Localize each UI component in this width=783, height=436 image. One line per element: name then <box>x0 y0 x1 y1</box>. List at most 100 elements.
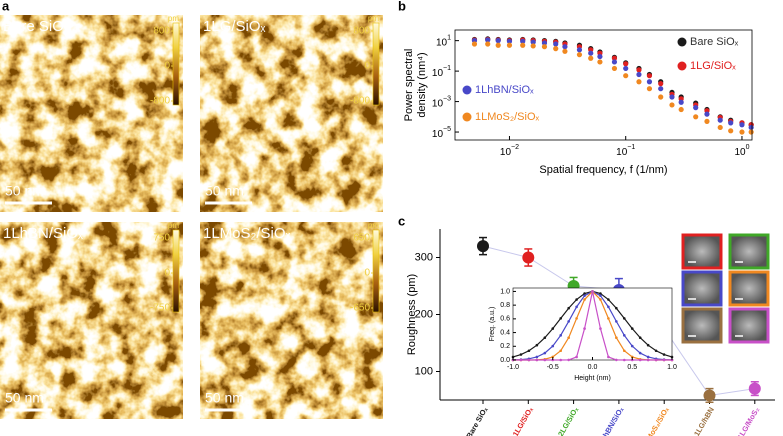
distribution-point <box>583 327 586 330</box>
distribution-point <box>615 358 618 362</box>
psd-point <box>658 86 664 92</box>
image-label: Bare SiOₓ <box>3 18 69 35</box>
distribution-point <box>535 355 539 359</box>
inset-background <box>512 287 673 361</box>
distribution-point <box>543 351 547 355</box>
psd-point <box>530 39 536 45</box>
distribution-point <box>630 344 634 348</box>
distribution-point <box>599 294 602 297</box>
psd-point <box>693 114 699 120</box>
psd-point <box>636 79 642 85</box>
psd-point <box>658 94 664 100</box>
distribution-point <box>623 317 626 320</box>
distribution-point <box>654 349 658 353</box>
y-axis-label: Power spectral <box>403 49 415 122</box>
psd-point <box>530 43 536 49</box>
psd-point <box>588 50 594 56</box>
distribution-point <box>646 358 650 362</box>
thumbnail <box>681 307 723 344</box>
psd-point <box>562 48 568 54</box>
image-label: 1LG/SiOₓ <box>203 18 266 35</box>
y-tick-label: 10−3 <box>432 95 451 109</box>
colorbar-unit: pm <box>168 14 179 23</box>
distribution-point <box>638 336 642 340</box>
psd-point <box>623 65 629 72</box>
colorbar-tick-label: 800 <box>153 26 170 37</box>
tick-base: 10 <box>734 147 746 158</box>
x-tick-label: 1LG/SiOₓ <box>511 405 535 436</box>
psd-point <box>562 44 568 50</box>
x-tick-label: 1LG/hBN <box>692 405 716 436</box>
psd-point <box>636 67 642 73</box>
psd-point <box>623 61 629 67</box>
psd-point <box>597 59 603 65</box>
plot-frame <box>454 29 753 141</box>
scale-bar-label: 50 nm <box>205 390 244 406</box>
y-axis-label: Roughness (pm) <box>406 274 418 355</box>
legend-label: Bare SiOₓ <box>690 36 739 48</box>
distribution-point <box>662 358 666 362</box>
colorbar <box>172 229 180 313</box>
distribution-point <box>519 358 523 362</box>
y-tick-label: 10−1 <box>432 65 451 79</box>
distribution-point <box>623 334 626 337</box>
distribution-point <box>615 320 618 323</box>
tick-exponent: 1 <box>447 34 451 41</box>
colorbar-unit: pm <box>168 221 179 230</box>
psd-point <box>717 124 723 131</box>
distribution-point <box>646 355 650 359</box>
y-tick-label: 0.6 <box>500 316 510 323</box>
legend-label: 1LhBN/SiOₓ <box>475 84 534 96</box>
y-tick-label: 0.2 <box>500 343 510 350</box>
psd-point <box>704 118 710 124</box>
roughness-point <box>748 382 761 395</box>
x-tick-label: Bare SiOₓ <box>464 405 489 436</box>
x-tick-label: -0.5 <box>547 364 559 371</box>
distribution-point <box>607 317 610 320</box>
distribution-point <box>559 349 562 353</box>
colorbar-tick-label: 0 <box>364 268 370 279</box>
x-tick-label: 10−1 <box>616 144 635 158</box>
colorbar <box>372 229 380 313</box>
y-axis-label: Freq. (a.u.) <box>489 307 496 342</box>
image-label: 1LMoS₂/SiOₓ <box>203 225 291 242</box>
y-tick-label: 101 <box>436 34 451 48</box>
distribution-point <box>615 336 618 340</box>
y-tick-label: 0.0 <box>500 357 510 364</box>
distribution-point <box>575 355 578 359</box>
thumbnail <box>728 233 770 270</box>
distribution-point <box>654 358 658 362</box>
colorbar-tick-label: 650 <box>353 233 370 244</box>
psd-point <box>576 47 583 53</box>
x-axis-label: Spatial frequency, f (1/nm) <box>539 164 667 176</box>
tick-base: 10 <box>500 147 512 158</box>
psd-point <box>611 59 618 65</box>
distribution-point <box>527 358 531 362</box>
y-tick-label: 1.0 <box>500 288 510 295</box>
tick-base: 10 <box>432 68 444 79</box>
colorbar-tick-label: -750 <box>150 303 170 314</box>
afm-image <box>200 15 383 212</box>
y-axis-label: density (nm⁴) <box>416 52 428 117</box>
distribution-point <box>575 298 578 301</box>
tick-base: 10 <box>432 129 444 140</box>
legend-marker <box>462 112 472 122</box>
distribution-point <box>583 292 586 295</box>
distribution-point <box>543 336 547 340</box>
psd-point <box>495 38 501 44</box>
x-tick-label: 1LG/MoS₂ <box>736 405 762 436</box>
psd-point <box>485 37 491 43</box>
distribution-point <box>567 336 570 340</box>
colorbar-unit: pm <box>368 221 379 230</box>
distribution-point <box>535 358 539 362</box>
distribution-point <box>559 358 562 362</box>
panel-label: a <box>2 0 10 13</box>
tick-base: 10 <box>436 37 448 48</box>
distribution-point <box>559 334 562 337</box>
distribution-point <box>567 306 570 310</box>
distribution-point <box>623 349 626 353</box>
colorbar-tick-label: -800 <box>350 96 370 107</box>
psd-point <box>669 94 675 100</box>
distribution-point <box>646 343 650 347</box>
psd-point <box>611 65 618 72</box>
